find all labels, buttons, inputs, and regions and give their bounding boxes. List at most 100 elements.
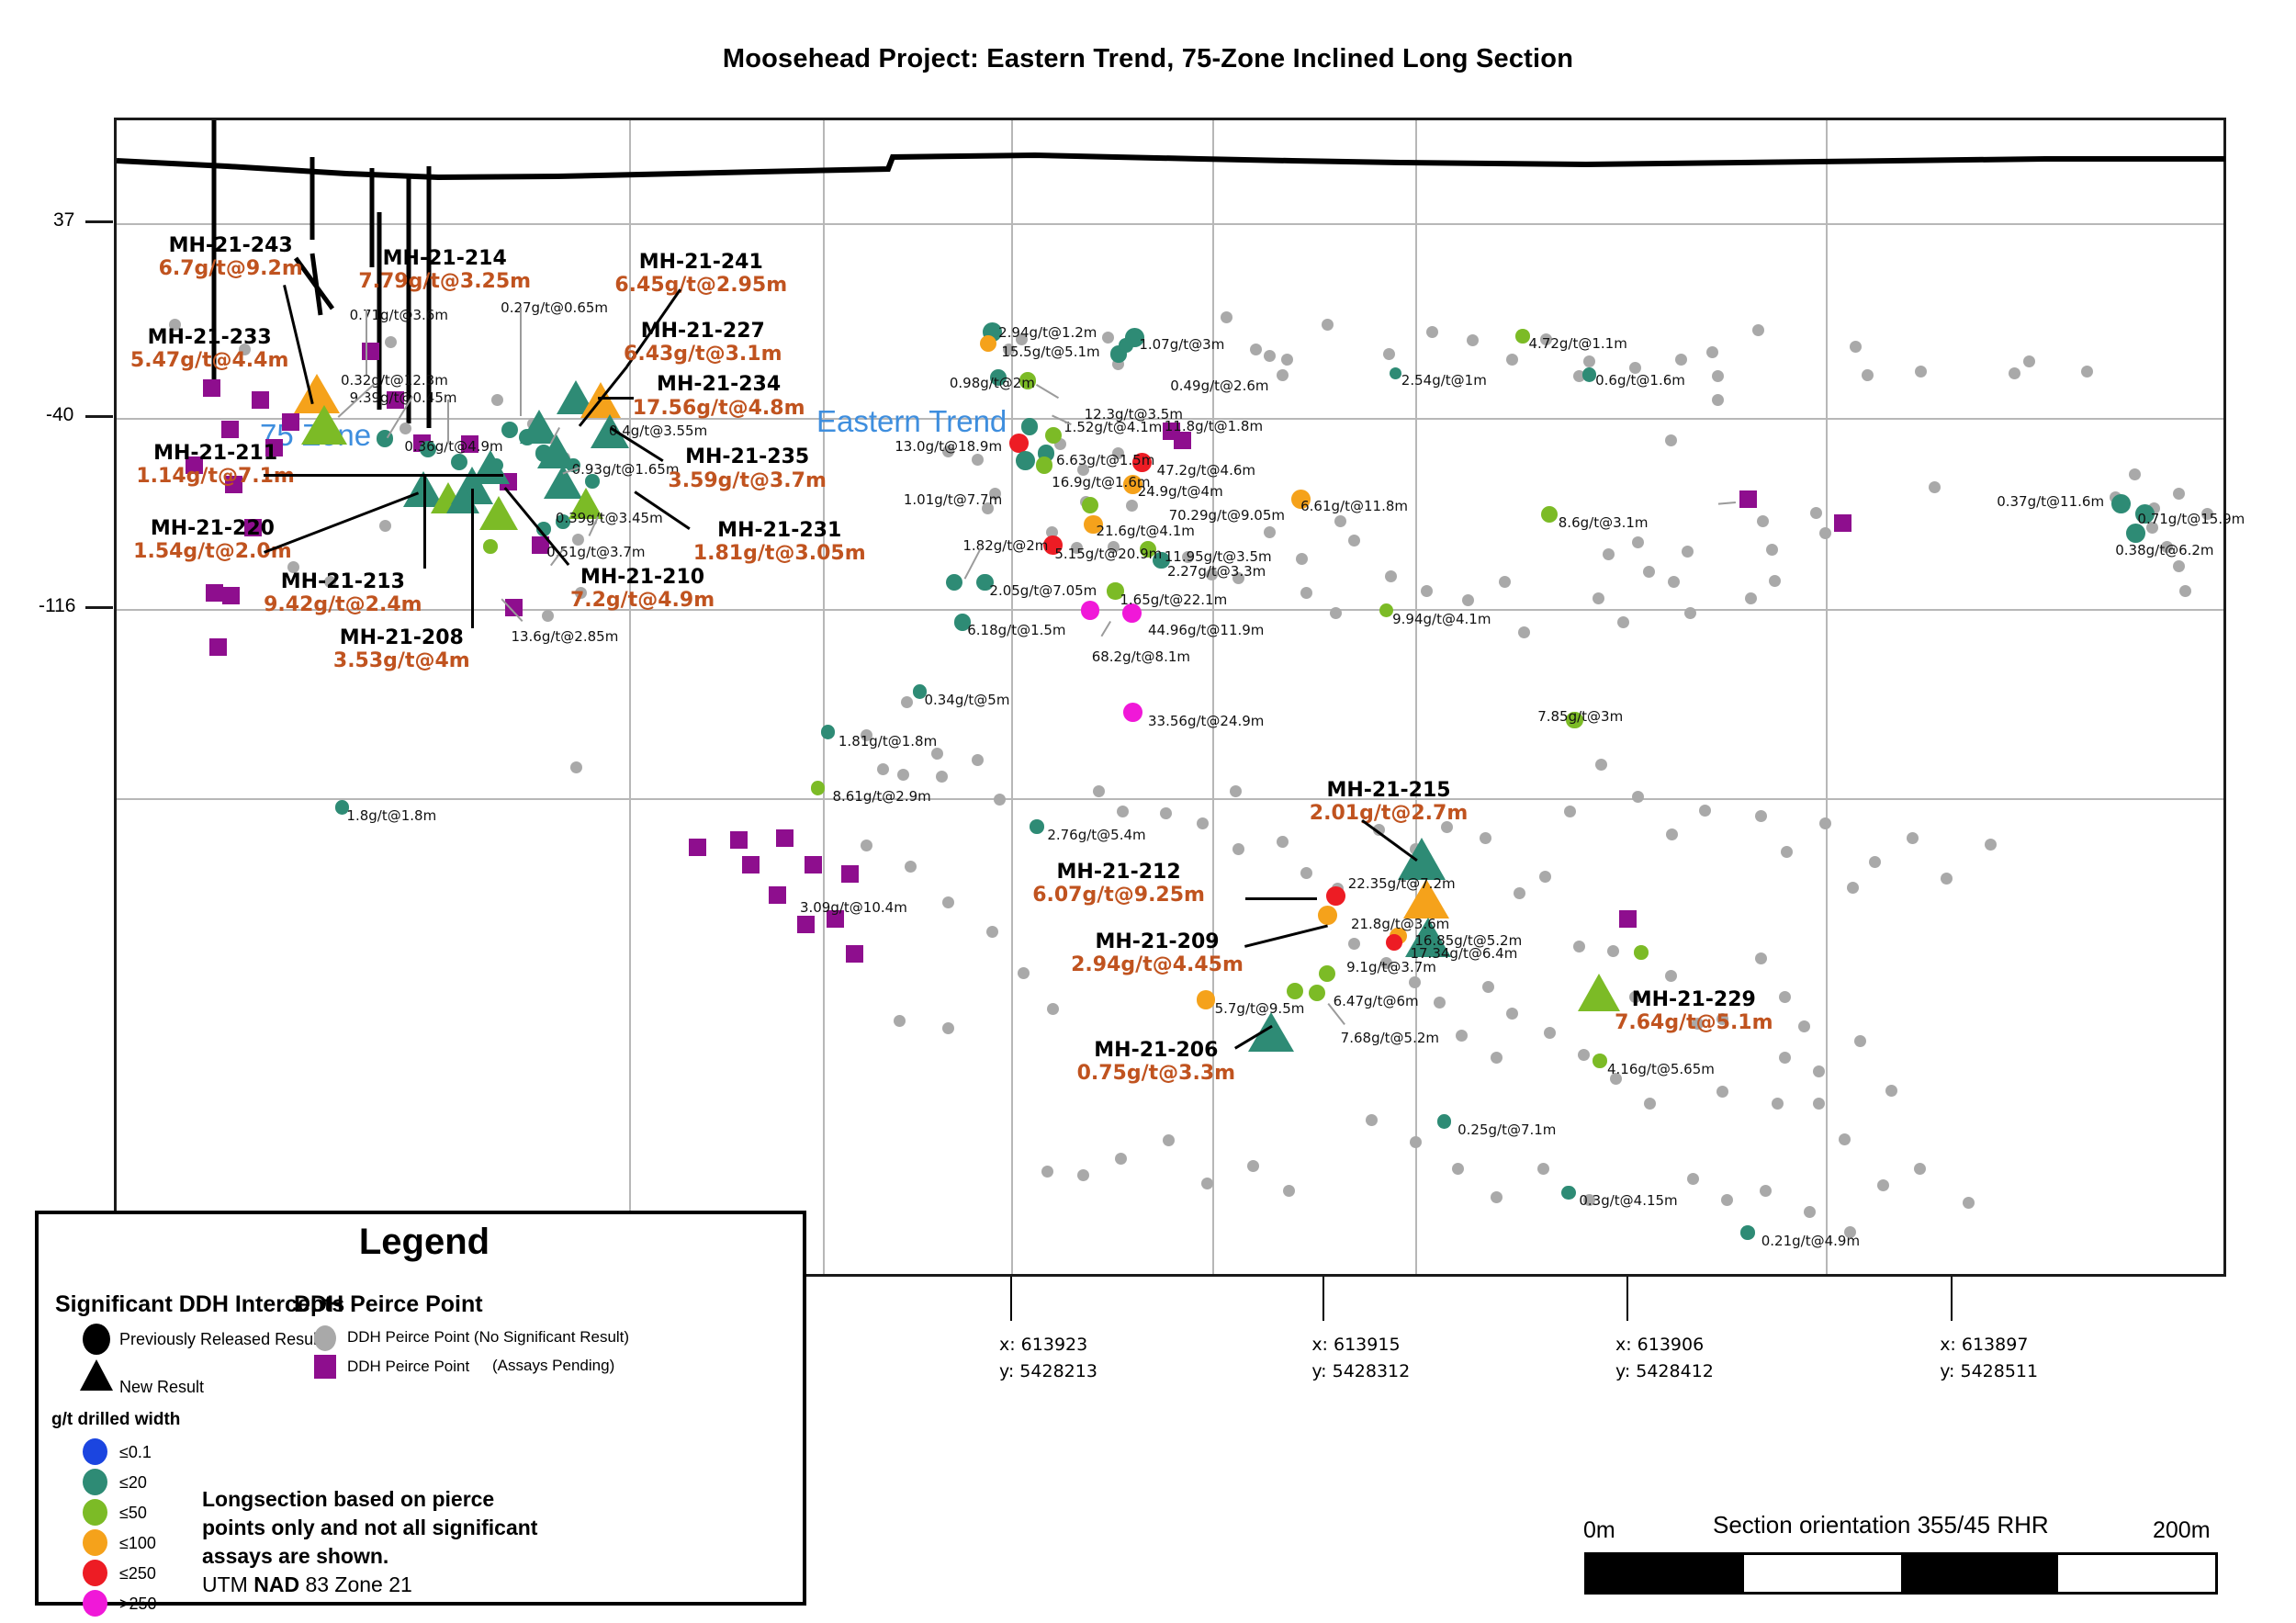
pierce-point-no-result	[1426, 325, 1439, 338]
significant-intercept-circle	[945, 573, 962, 591]
pierce-point-no-result	[1101, 332, 1114, 344]
hole-grade-label: 17.56g/t@4.8m	[632, 396, 805, 420]
assay-label: 70.29g/t@9.05m	[1168, 506, 1285, 524]
assay-label: 33.56g/t@24.9m	[1148, 712, 1265, 729]
assay-label: 9.1g/t@3.7m	[1346, 958, 1436, 975]
coordinate-label: x: 613906 y: 5428412	[1615, 1332, 1714, 1386]
significant-intercept-circle	[1379, 603, 1394, 618]
assay-label: 0.25g/t@7.1m	[1458, 1121, 1557, 1138]
pierce-point-no-result	[1706, 346, 1719, 359]
pierce-point-no-result	[1603, 547, 1615, 560]
significant-intercept-circle	[1030, 819, 1044, 834]
significant-intercept-circle	[1566, 711, 1583, 728]
significant-intercept-triangle	[568, 488, 603, 520]
y-axis-tick-label: -40	[46, 404, 74, 425]
pierce-point-no-result	[1108, 540, 1120, 553]
assay-label: 6.63g/t@1.5m	[1056, 451, 1155, 468]
pierce-point-no-result	[1420, 585, 1433, 598]
significant-intercept-circle	[1389, 366, 1401, 379]
pierce-point-no-result	[986, 926, 999, 939]
pierce-point-no-result	[1220, 310, 1232, 323]
assay-label: 6.61g/t@11.8m	[1300, 497, 1408, 514]
pierce-point-no-result	[324, 576, 337, 589]
significant-intercept-circle	[2135, 504, 2155, 524]
assay-label: 0.27g/t@0.65m	[501, 299, 609, 316]
pierce-point-no-result	[1197, 817, 1210, 830]
pierce-point-no-result	[1915, 366, 1928, 378]
significant-intercept-circle	[1153, 551, 1170, 569]
assay-label: 15.5g/t@5.1m	[1001, 344, 1100, 361]
pierce-point-no-result	[1906, 832, 1919, 845]
zone-label-eastern-trend: Eastern Trend	[816, 404, 1007, 438]
legend-item-new-result: New Result	[119, 1378, 205, 1396]
significant-intercept-circle	[1081, 496, 1099, 514]
pierce-point-assays-pending	[281, 413, 299, 432]
legend-grade-swatch	[83, 1499, 107, 1526]
pierce-point-assays-pending	[361, 342, 379, 360]
pierce-point-no-result	[1408, 975, 1421, 988]
pierce-point-no-result	[2081, 366, 2094, 378]
legend-title: Legend	[358, 1222, 490, 1262]
significant-intercept-circle	[483, 539, 498, 554]
significant-intercept-circle	[1317, 906, 1337, 926]
pierce-point-no-result	[1691, 1018, 1704, 1031]
legend-circle-icon	[83, 1324, 110, 1355]
pierce-point-no-result	[1330, 607, 1343, 620]
pierce-point-assays-pending	[222, 586, 241, 604]
legend-datum: UTM NAD 83 Zone 21	[202, 1571, 412, 1599]
legend-grade-label: ≤50	[119, 1504, 147, 1522]
pierce-point-no-result	[1163, 1134, 1176, 1147]
hole-callout: MH-21-241 6.45g/t@2.95m	[614, 251, 787, 297]
pierce-point-no-result	[1564, 806, 1577, 818]
significant-intercept-circle	[1080, 601, 1100, 620]
significant-intercept-circle	[976, 573, 994, 591]
pierce-point-no-result	[1698, 804, 1711, 817]
pierce-point-no-result	[1115, 1152, 1128, 1165]
gridline-horizontal	[117, 223, 2223, 225]
pierce-point-no-result	[1768, 574, 1781, 587]
y-axis-tick-mark	[85, 606, 113, 609]
pierce-point-no-result	[1771, 1098, 1784, 1110]
hole-id-label: MH-21-243	[168, 233, 293, 257]
pierce-point-no-result	[1779, 990, 1792, 1003]
significant-intercept-triangle	[1403, 879, 1450, 919]
pierce-point-no-result	[542, 610, 555, 623]
pierce-point-no-result	[1798, 1020, 1811, 1033]
pierce-point-no-result	[1451, 1163, 1464, 1176]
page-title: Moosehead Project: Eastern Trend, 75-Zon…	[722, 44, 1574, 73]
hole-id-label: MH-21-227	[640, 320, 765, 344]
pierce-point-assays-pending	[244, 518, 263, 536]
assay-label: 0.37g/t@11.6m	[1997, 493, 2105, 511]
pierce-point-no-result	[1712, 370, 1725, 383]
y-axis-tick-label: -116	[39, 595, 76, 616]
assay-label: 5.7g/t@9.5m	[1214, 999, 1305, 1017]
pierce-point-no-result	[1818, 817, 1831, 830]
pierce-point-no-result	[1281, 354, 1294, 366]
pierce-point-no-result	[1716, 1086, 1729, 1099]
pierce-point-no-result	[1366, 1113, 1379, 1126]
hole-grade-label: 9.42g/t@2.4m	[264, 593, 422, 617]
assay-label: 0.39g/t@3.45m	[555, 509, 663, 526]
legend-pierce-nosig-icon	[314, 1325, 336, 1351]
pierce-point-no-result	[1940, 872, 1953, 885]
significant-intercept-circle	[420, 440, 437, 457]
significant-intercept-circle	[1132, 452, 1152, 472]
assay-label: 7.68g/t@5.2m	[1340, 1029, 1439, 1046]
assay-label: 0.32g/t@12.3m	[340, 371, 448, 389]
hole-callout: MH-21-208 3.53g/t@4m	[333, 626, 470, 672]
pierce-point-no-result	[931, 748, 944, 761]
hole-id-label: MH-21-210	[580, 566, 705, 590]
assay-label: 1.65g/t@22.1m	[1120, 591, 1228, 608]
significant-intercept-circle	[1593, 1054, 1607, 1068]
hole-id-label: MH-21-235	[685, 445, 810, 469]
pierce-point-no-result	[1282, 1185, 1295, 1198]
pierce-point-no-result	[491, 393, 504, 406]
assay-label: 13.0g/t@18.9m	[895, 438, 1003, 456]
significant-intercept-circle	[1308, 984, 1325, 1001]
significant-intercept-triangle	[470, 449, 510, 484]
pierce-point-no-result	[1755, 810, 1768, 823]
legend-grade-swatch	[83, 1438, 107, 1465]
pierce-point-no-result	[1277, 368, 1289, 381]
pierce-point-no-result	[861, 840, 873, 852]
pierce-point-no-result	[897, 769, 910, 782]
